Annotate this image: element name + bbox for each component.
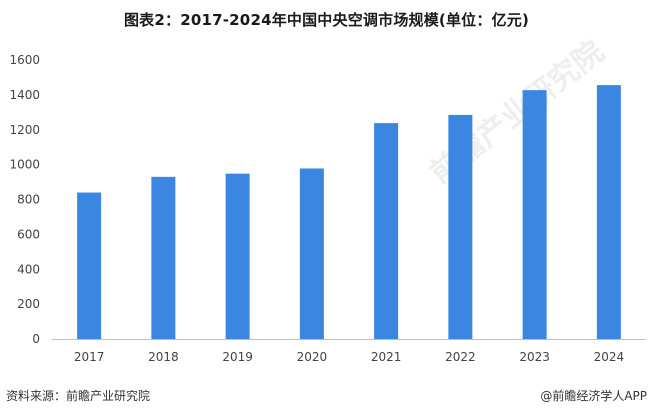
y-tick-label: 0: [32, 332, 40, 346]
x-tick-label: 2018: [148, 350, 179, 364]
y-tick-label: 1000: [9, 158, 40, 172]
y-axis-ticks: 0 200 400 600 800 1000 1200 1400 1600: [9, 53, 40, 346]
x-tick-label: 2023: [519, 350, 550, 364]
brand-credit: @前瞻经济学人APP: [540, 389, 647, 403]
bar-2017: [77, 192, 102, 339]
y-tick-label: 400: [17, 262, 40, 276]
y-tick-label: 200: [17, 297, 40, 311]
x-tick-label: 2022: [445, 350, 476, 364]
chart-title: 图表2：2017-2024年中国中央空调市场规模(单位：亿元): [123, 11, 530, 29]
source-note: 资料来源：前瞻产业研究院: [6, 389, 151, 403]
y-tick-label: 800: [17, 193, 40, 207]
x-tick-label: 2024: [594, 350, 625, 364]
bar-2021: [374, 123, 399, 339]
bar-2020: [299, 168, 324, 339]
bar-2023: [522, 90, 547, 340]
bar-2019: [225, 173, 250, 339]
bar-2018: [151, 176, 176, 339]
x-tick-label: 2020: [297, 350, 328, 364]
y-tick-label: 1200: [9, 123, 40, 137]
y-tick-label: 600: [17, 227, 40, 241]
x-tick-label: 2021: [371, 350, 402, 364]
x-tick-label: 2019: [222, 350, 253, 364]
x-tick-label: 2017: [74, 350, 105, 364]
bar-series: [77, 85, 621, 340]
y-tick-label: 1600: [9, 53, 40, 67]
y-tick-label: 1400: [9, 88, 40, 102]
bar-2022: [448, 114, 473, 339]
x-axis-ticks: 2017 2018 2019 2020 2021 2022 2023 2024: [74, 350, 624, 364]
bar-2024: [596, 85, 621, 339]
